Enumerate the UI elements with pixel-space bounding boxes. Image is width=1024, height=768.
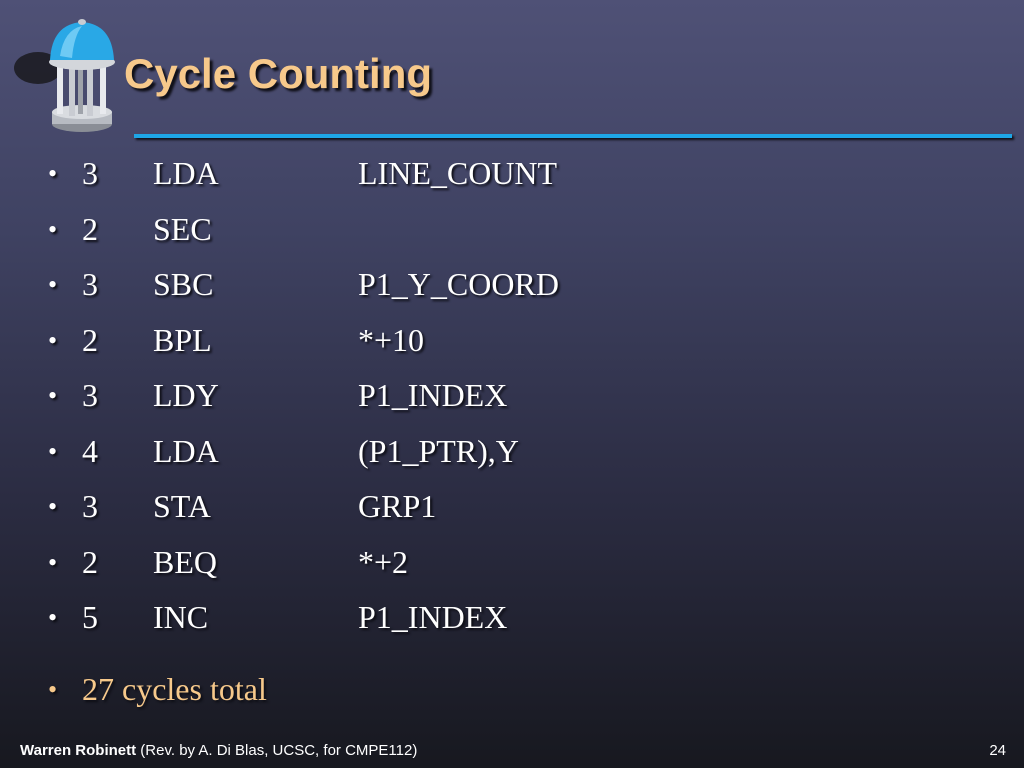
opcode: STA (153, 488, 211, 524)
bullet-icon: • (48, 492, 58, 521)
title-divider (134, 134, 1012, 138)
instruction-row: • 3 LDA LINE_COUNT (0, 146, 1024, 202)
opcode: INC (153, 599, 209, 635)
opcode: LDA (153, 155, 219, 191)
cycle-count: 2 (82, 321, 98, 358)
cycle-count: 3 (82, 266, 98, 302)
opcode: SEC (153, 210, 212, 247)
bullet-icon: • (48, 675, 58, 704)
opcode: SBC (153, 266, 214, 302)
bullet-icon: • (48, 325, 58, 355)
instruction-row: • 5 INC P1_INDEX (0, 590, 1024, 646)
bullet-icon: • (48, 214, 58, 244)
instruction-row: • 2 BEQ *+2 (0, 535, 1024, 591)
cycle-total-summary: • 27 cycles total (0, 662, 1024, 717)
instruction-row: • 2 BPL *+10 (0, 313, 1024, 369)
cycle-count: 2 (82, 210, 98, 247)
footer-credit: Warren Robinett (Rev. by A. Di Blas, UCS… (20, 740, 417, 762)
opcode: LDA (153, 432, 219, 469)
cycle-count: 5 (82, 599, 98, 635)
bullet-icon: • (48, 159, 58, 188)
bullet-icon: • (48, 547, 58, 577)
instruction-row: • 2 SEC (0, 202, 1024, 258)
operand: LINE_COUNT (358, 155, 558, 191)
bullet-icon: • (48, 270, 58, 299)
instruction-list: • 3 LDA LINE_COUNT • 2 SEC • 3 SBC P1_Y_… (0, 146, 1024, 646)
bullet-icon: • (48, 436, 58, 466)
footer-note: (Rev. by A. Di Blas, UCSC, for CMPE112) (140, 742, 418, 759)
bullet-icon: • (48, 603, 58, 632)
opcode: BPL (153, 321, 212, 358)
cycle-count: 4 (82, 432, 98, 469)
cycle-count: 3 (82, 488, 98, 524)
opcode: BEQ (153, 543, 217, 580)
instruction-row: • 4 LDA (P1_PTR),Y (0, 424, 1024, 480)
instruction-row: • 3 SBC P1_Y_COORD (0, 257, 1024, 313)
footer-author: Warren Robinett (20, 742, 137, 759)
operand: GRP1 (358, 488, 437, 524)
old-well-icon (14, 19, 115, 132)
operand: P1_INDEX (358, 377, 508, 413)
operand: (P1_PTR),Y (358, 432, 519, 469)
operand: *+10 (358, 321, 425, 358)
page-number: 24 (989, 742, 1006, 759)
cycle-total-text: 27 cycles total (82, 671, 267, 707)
instruction-row: • 3 LDY P1_INDEX (0, 368, 1024, 424)
operand: P1_Y_COORD (358, 266, 559, 302)
instruction-row: • 3 STA GRP1 (0, 479, 1024, 535)
opcode: LDY (153, 377, 219, 413)
operand: P1_INDEX (358, 599, 508, 635)
cycle-count: 2 (82, 543, 98, 580)
cycle-count: 3 (82, 377, 98, 413)
bullet-icon: • (48, 381, 58, 410)
operand: *+2 (358, 543, 409, 580)
slide-title: Cycle Counting (124, 50, 433, 97)
cycle-count: 3 (82, 155, 98, 191)
